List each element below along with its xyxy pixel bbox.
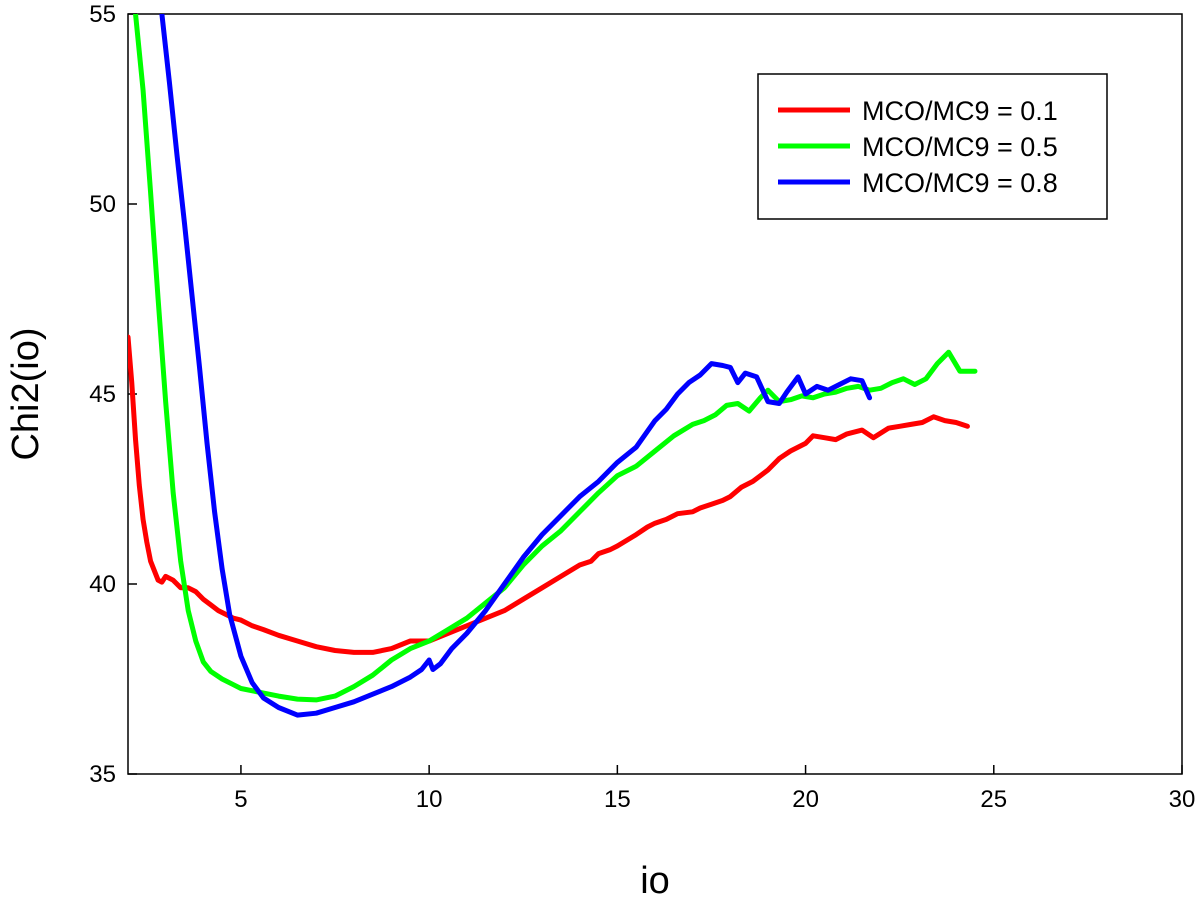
y-axis-label: Chi2(io) — [5, 327, 47, 460]
x-tick-label: 10 — [416, 786, 443, 813]
x-axis-ticks: 5 10 15 20 25 30 — [234, 765, 1195, 813]
legend-entry-label: MCO/MC9 = 0.5 — [862, 132, 1058, 162]
x-tick-label: 5 — [234, 786, 247, 813]
series-line-3 — [159, 14, 873, 718]
x-tick-label: 15 — [604, 786, 631, 813]
series-line-2 — [133, 14, 978, 703]
series-lines — [128, 14, 978, 718]
y-tick-label: 35 — [89, 761, 116, 788]
y-tick-label: 55 — [89, 1, 116, 28]
legend-entry-label: MCO/MC9 = 0.8 — [862, 168, 1058, 198]
series-line-1 — [128, 334, 970, 655]
x-tick-label: 20 — [792, 786, 819, 813]
x-axis-label: io — [640, 860, 670, 902]
x-tick-label: 25 — [980, 786, 1007, 813]
legend-entry-label: MCO/MC9 = 0.1 — [862, 96, 1058, 126]
y-tick-label: 45 — [89, 381, 116, 408]
y-axis-ticks: 35 40 45 50 55 — [89, 1, 137, 788]
x-tick-label: 30 — [1169, 786, 1196, 813]
y-tick-label: 40 — [89, 571, 116, 598]
legend: MCO/MC9 = 0.1 MCO/MC9 = 0.5 MCO/MC9 = 0.8 — [757, 73, 1108, 220]
y-tick-label: 50 — [89, 191, 116, 218]
